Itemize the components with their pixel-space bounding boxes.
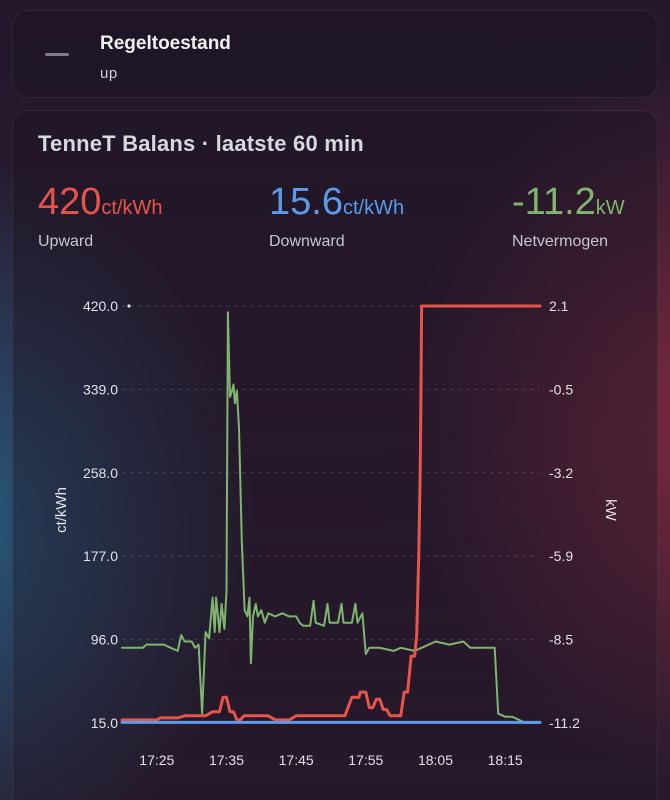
stat-downward-value: 15.6 — [269, 181, 343, 223]
stat-downward-unit: ct/kWh — [342, 197, 405, 219]
y-left-tick-label: 177.0 — [83, 548, 118, 564]
y-right-axis-title: kW — [602, 499, 619, 522]
x-tick-label: 18:15 — [488, 752, 523, 768]
x-tick-label: 17:45 — [279, 752, 314, 768]
tennet-balans-card: TenneT Balans · laatste 60 min 420ct/kWh… — [12, 110, 658, 800]
x-tick-label: 17:55 — [348, 752, 383, 768]
x-tick-label: 17:25 — [139, 752, 174, 768]
x-tick-label: 18:05 — [418, 752, 453, 768]
card-title: TenneT Balans · laatste 60 min — [38, 131, 364, 156]
stat-netvermogen-label: Netvermogen — [512, 233, 609, 250]
stat-upward-value: 420 — [38, 181, 102, 223]
y-right-tick-label: -8.5 — [549, 632, 573, 648]
chart-ticks: 420.0 2.1 339.0 -0.5 258.0 -3.2 177.0 -5.9 96.0 -… — [83, 298, 580, 768]
entity-name: Regeltoestand — [100, 33, 231, 54]
stat-netvermogen[interactable]: -11.2kW Netvermogen — [512, 181, 625, 250]
stat-downward[interactable]: 15.6ct/kWh Downward — [269, 181, 405, 250]
y-right-tick-label: -11.2 — [549, 715, 580, 731]
stat-netvermogen-unit: kW — [595, 197, 625, 219]
y-right-tick-label: -0.5 — [549, 381, 573, 397]
entity-state: up — [100, 65, 118, 82]
stat-netvermogen-value: -11.2 — [512, 181, 596, 223]
y-left-tick-label: 258.0 — [83, 465, 118, 481]
y-left-tick-label: 15.0 — [91, 715, 118, 731]
series-line-upward[interactable] — [120, 304, 542, 722]
y-right-tick-label: -5.9 — [549, 548, 573, 564]
y-right-tick-label: -3.2 — [549, 465, 573, 481]
y-left-tick-label: 96.0 — [91, 632, 118, 648]
y-left-axis-title: ct/kWh — [53, 487, 70, 533]
x-tick-label: 17:35 — [209, 752, 244, 768]
y-right-tick-label: 2.1 — [549, 298, 569, 314]
stat-upward-unit: ct/kWh — [101, 197, 163, 219]
regeltoestand-card[interactable]: Regeltoestand up — [12, 10, 658, 98]
series-line-netvermogen[interactable] — [121, 311, 541, 724]
chart-series — [120, 304, 542, 724]
y-left-tick-label: 339.0 — [83, 381, 118, 397]
chart-grid — [122, 305, 540, 724]
state-dash-icon — [45, 53, 69, 56]
y-left-tick-label: 420.0 — [83, 298, 118, 314]
stat-upward-label: Upward — [38, 233, 94, 250]
y-left-top-marker — [127, 304, 131, 308]
stat-upward[interactable]: 420ct/kWh Upward — [38, 181, 163, 250]
stat-downward-label: Downward — [269, 233, 345, 250]
